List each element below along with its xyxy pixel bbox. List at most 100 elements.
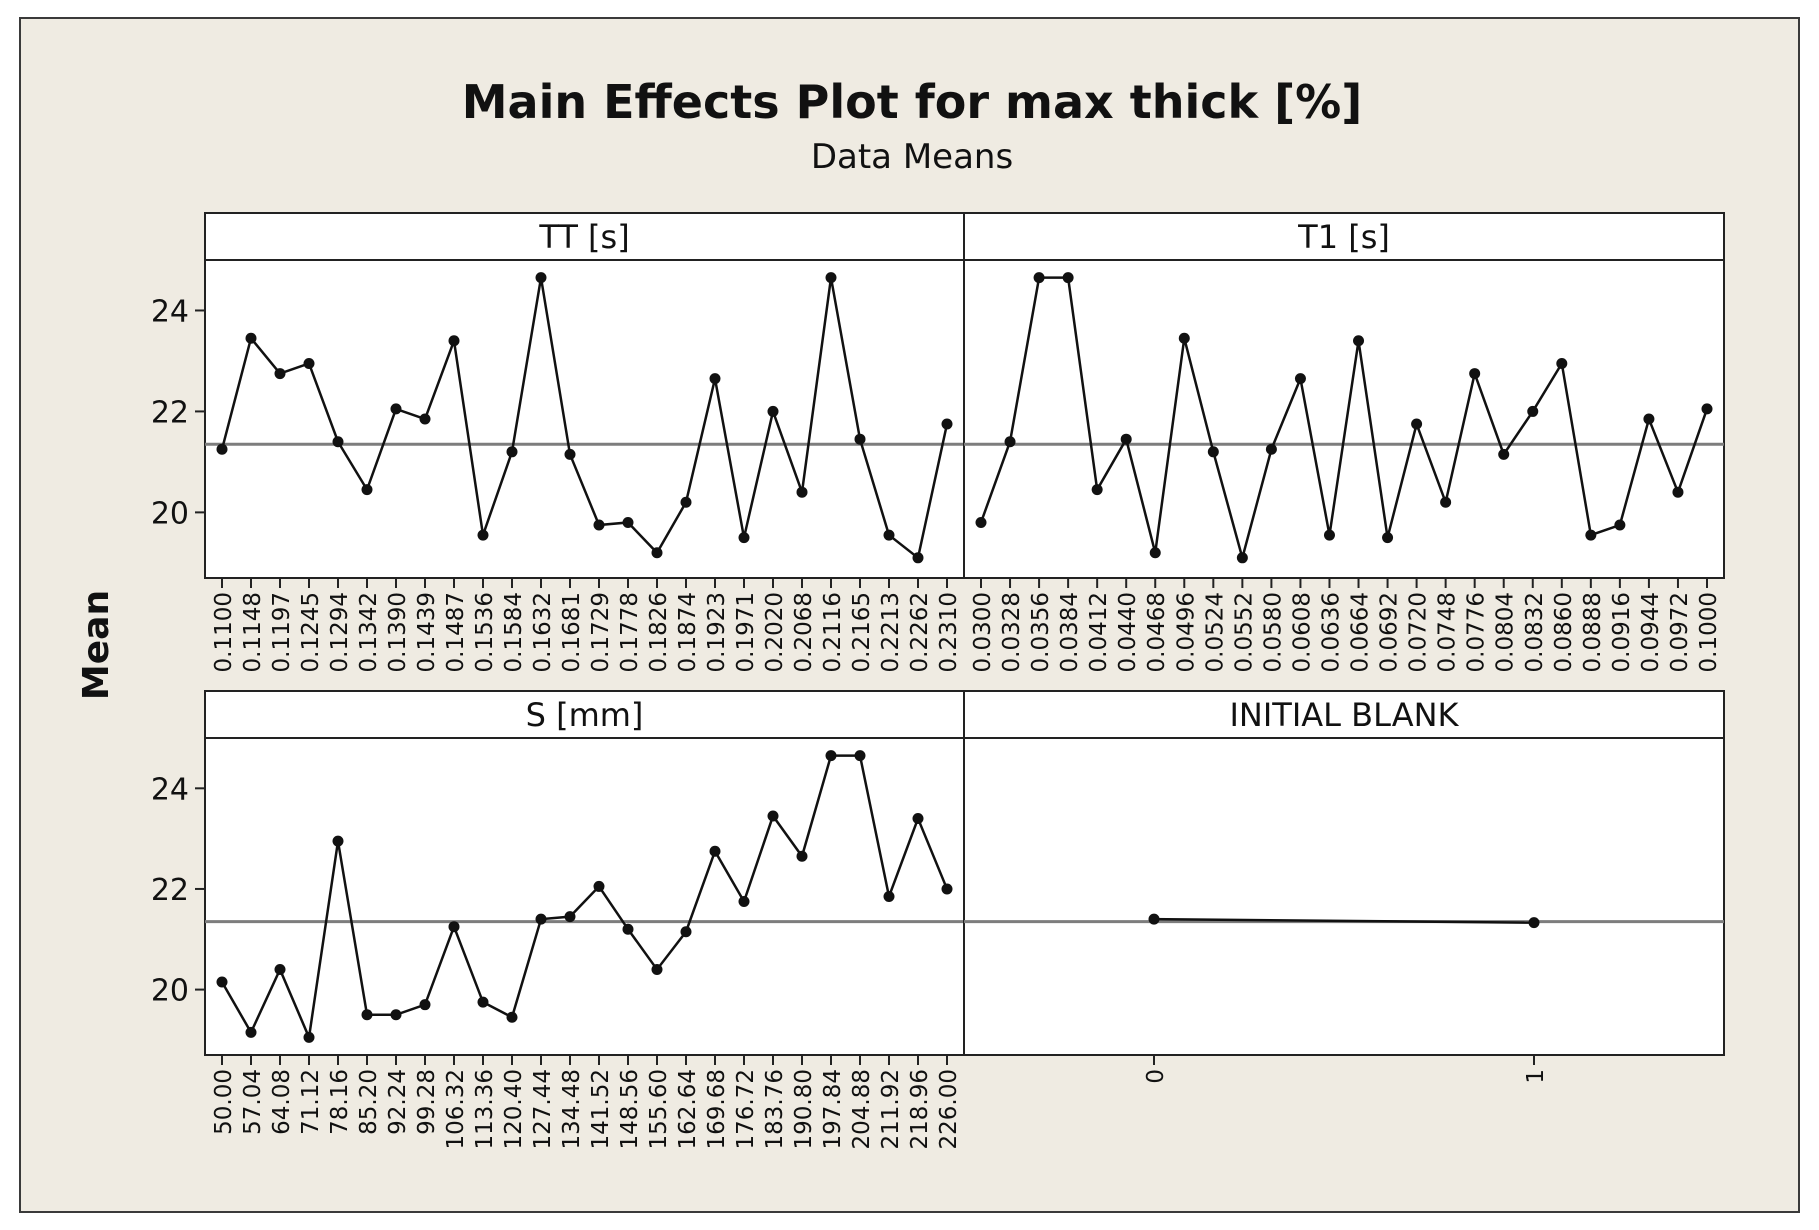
- data-point: [274, 963, 286, 975]
- x-tick-label: 0.0580: [1260, 592, 1286, 672]
- data-point: [564, 448, 576, 460]
- x-tick-label: 162.64: [675, 1069, 701, 1149]
- data-point: [390, 403, 402, 415]
- x-tick-label: 0.1729: [588, 592, 614, 672]
- x-tick-label: 190.80: [791, 1069, 817, 1149]
- panel-plot-area-3: [204, 737, 965, 1056]
- data-point: [941, 883, 953, 895]
- x-tick-label: 0.1681: [559, 592, 585, 672]
- x-tick-label: 0.2020: [762, 592, 788, 672]
- x-tick-label: 0.2068: [791, 592, 817, 672]
- x-tick-label: 211.92: [878, 1069, 904, 1149]
- data-point: [361, 484, 373, 496]
- data-point: [535, 913, 547, 925]
- x-tick-label: 0.1584: [501, 592, 527, 672]
- panel-strip-4: [963, 690, 1725, 739]
- data-point: [825, 750, 837, 762]
- data-point: [796, 486, 808, 498]
- data-point: [709, 845, 721, 857]
- data-point: [738, 896, 750, 908]
- data-point: [332, 436, 344, 448]
- data-point: [1149, 547, 1161, 559]
- panel-strip-3: [204, 690, 965, 739]
- x-tick-label: 78.16: [327, 1069, 353, 1135]
- x-tick-label: 0.0468: [1144, 592, 1170, 672]
- x-tick-label: 0.1874: [675, 592, 701, 672]
- y-tick-label: 20: [151, 496, 189, 531]
- data-point: [216, 443, 228, 455]
- x-tick-label: 0.1390: [385, 592, 411, 672]
- panel-title-4: INITIAL BLANK: [1229, 696, 1459, 734]
- x-tick-label: 0.0832: [1522, 592, 1548, 672]
- x-tick-label: 0.1536: [472, 592, 498, 672]
- data-point: [303, 357, 315, 369]
- data-point: [1643, 413, 1655, 425]
- panel-plot-area-4: [963, 737, 1725, 1056]
- data-point: [506, 1011, 518, 1023]
- panel-strip-1: [204, 212, 965, 261]
- x-tick-label: 0.1245: [298, 592, 324, 672]
- x-tick-label: 134.48: [559, 1069, 585, 1149]
- series-line-4: [1153, 917, 1535, 924]
- data-point: [419, 999, 431, 1011]
- data-point: [1091, 484, 1103, 496]
- data-point: [912, 552, 924, 564]
- data-point: [854, 750, 866, 762]
- x-tick-label: 0.1439: [414, 592, 440, 672]
- x-tick-label: 0.0440: [1115, 592, 1141, 672]
- x-tick-label: 0.0384: [1057, 592, 1083, 672]
- x-tick-label: 0.1487: [443, 592, 469, 672]
- x-tick-label: 0.1632: [530, 592, 556, 672]
- panel-plot-area-2: [963, 259, 1725, 579]
- x-tick-label: 0.0664: [1348, 592, 1374, 672]
- data-point: [448, 335, 460, 347]
- x-tick-label: 148.56: [617, 1069, 643, 1149]
- data-point: [767, 810, 779, 822]
- x-tick-label: 0.0552: [1231, 592, 1257, 672]
- x-tick-label: 113.36: [472, 1069, 498, 1149]
- data-point: [303, 1031, 315, 1043]
- x-tick-label: 71.12: [298, 1069, 324, 1135]
- data-point: [1585, 529, 1597, 541]
- data-point: [622, 516, 634, 528]
- data-point: [1527, 405, 1539, 417]
- x-tick-label: 0.1197: [269, 592, 295, 672]
- y-tick-label: 22: [151, 873, 189, 908]
- x-tick-label: 0.0720: [1406, 592, 1432, 672]
- x-tick-label: 169.68: [704, 1069, 730, 1149]
- data-point: [883, 529, 895, 541]
- x-tick-label: 197.84: [820, 1069, 846, 1149]
- x-tick-label: 176.72: [733, 1069, 759, 1149]
- x-tick-label: 0.0524: [1202, 592, 1228, 672]
- x-tick-label: 1: [1523, 1069, 1549, 1084]
- data-point: [245, 1026, 257, 1038]
- x-tick-label: 226.00: [936, 1069, 962, 1149]
- data-point: [796, 850, 808, 862]
- x-tick-label: 50.00: [211, 1069, 237, 1135]
- data-point: [1614, 519, 1626, 531]
- x-tick-label: 0.1923: [704, 592, 730, 672]
- x-tick-label: 0.0888: [1580, 592, 1606, 672]
- x-tick-label: 204.88: [849, 1069, 875, 1149]
- y-tick-label: 20: [151, 974, 189, 1009]
- x-tick-label: 0.0636: [1318, 592, 1344, 672]
- x-tick-label: 92.24: [385, 1069, 411, 1135]
- data-point: [680, 926, 692, 938]
- x-tick-label: 0.1778: [617, 592, 643, 672]
- data-point: [1323, 529, 1335, 541]
- data-point: [1528, 917, 1540, 929]
- data-point: [1672, 486, 1684, 498]
- y-tick-label: 24: [151, 772, 189, 807]
- data-point: [564, 911, 576, 923]
- data-point: [1294, 373, 1306, 385]
- data-point: [622, 923, 634, 935]
- x-tick-label: 183.76: [762, 1069, 788, 1149]
- data-point: [680, 496, 692, 508]
- x-tick-label: 0.0776: [1464, 592, 1490, 672]
- y-tick-label: 24: [151, 294, 189, 329]
- data-point: [274, 368, 286, 380]
- series-line-2: [979, 276, 1709, 563]
- data-point: [477, 529, 489, 541]
- x-tick-label: 0.1971: [733, 592, 759, 672]
